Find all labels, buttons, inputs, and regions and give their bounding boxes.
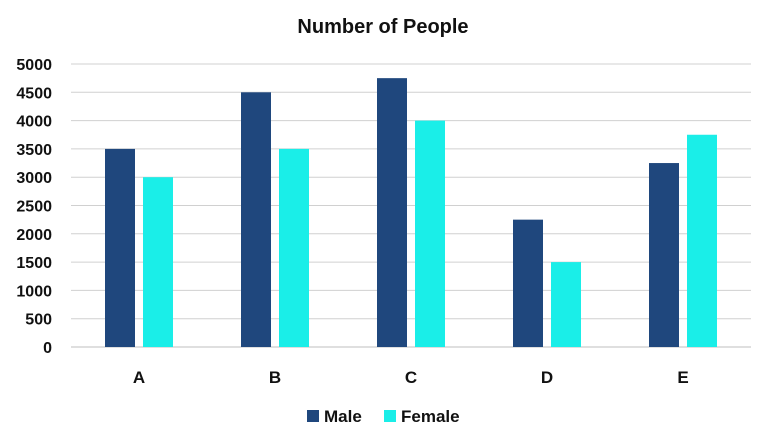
bar-female-d (551, 262, 581, 347)
legend-label: Female (401, 407, 460, 426)
y-tick-label: 1500 (16, 255, 52, 272)
bar-female-b (279, 148, 309, 347)
y-tick-label: 2000 (16, 227, 52, 244)
y-tick-label: 4000 (16, 114, 52, 131)
gridlines (71, 63, 751, 348)
legend-swatch (307, 410, 319, 422)
y-tick-label: 0 (43, 340, 52, 357)
legend: Male Female (307, 407, 460, 426)
x-tick-label: D (541, 368, 553, 387)
bars (105, 78, 717, 348)
y-tick-label: 3000 (16, 170, 52, 187)
x-tick-label: A (133, 368, 145, 387)
bar-male-d (513, 219, 543, 347)
y-tick-label: 500 (25, 312, 52, 329)
y-tick-label: 1000 (16, 283, 52, 300)
x-tick-label: B (269, 368, 281, 387)
chart-title: Number of People (297, 16, 468, 38)
bar-male-b (241, 92, 271, 347)
y-tick-label: 4500 (16, 85, 52, 102)
legend-swatch (384, 410, 396, 422)
bar-female-a (143, 177, 173, 347)
x-axis-ticks: A B C D E (133, 368, 689, 387)
bar-female-e (687, 134, 717, 347)
bar-male-c (377, 78, 407, 348)
y-axis-ticks: 0 500 1000 1500 2000 2500 3000 3500 4000 4500 5000 (16, 57, 52, 357)
bar-male-e (649, 163, 679, 347)
x-tick-label: E (677, 368, 688, 387)
legend-item-male: Male (307, 407, 362, 426)
y-tick-label: 3500 (16, 142, 52, 159)
y-tick-label: 5000 (16, 57, 52, 74)
y-tick-label: 2500 (16, 199, 52, 216)
legend-item-female: Female (384, 407, 460, 426)
bar-female-c (415, 120, 445, 347)
legend-label: Male (324, 407, 362, 426)
x-tick-label: C (405, 368, 417, 387)
bar-male-a (105, 148, 135, 347)
